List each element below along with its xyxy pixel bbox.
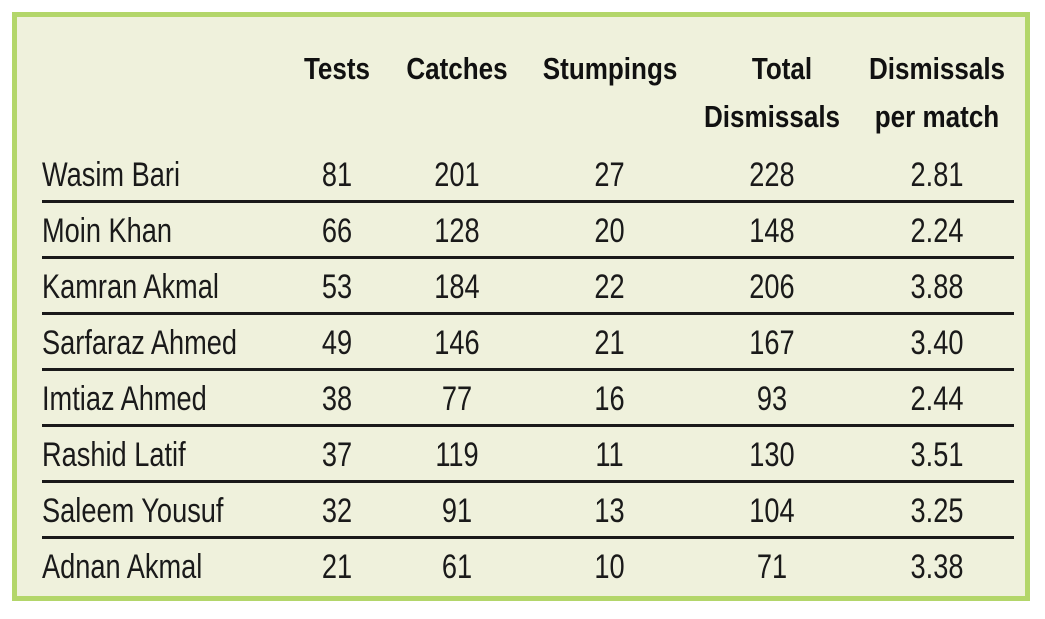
player-name: Kamran Akmal (42, 268, 219, 306)
catches-cell: 128 (434, 212, 480, 250)
tests-cell: 81 (321, 156, 353, 194)
player-name: Saleem Yousuf (42, 492, 224, 530)
stumpings-cell: 13 (594, 492, 625, 530)
tests-cell: 66 (321, 212, 353, 250)
total-dismissals-cell: 130 (749, 436, 795, 474)
stumpings-cell: 11 (595, 436, 624, 474)
player-name: Adnan Akmal (42, 548, 203, 586)
tests-cell: 49 (321, 324, 353, 362)
dismissals-per-match-cell: 2.44 (910, 380, 964, 418)
tests-cell: 32 (321, 492, 353, 530)
tests-cell: 53 (321, 268, 353, 306)
catches-cell: 146 (434, 324, 480, 362)
header-tests: Tests (303, 51, 371, 86)
header-catches: Catches (406, 51, 508, 86)
catches-cell: 61 (441, 548, 473, 586)
catches-cell: 201 (434, 156, 480, 194)
catches-cell: 91 (441, 492, 473, 530)
header-dpm-line1: Dismissals (868, 51, 1006, 86)
dismissals-per-match-cell: 3.38 (910, 548, 964, 586)
table-header: Tests Catches Stumpings Total Dismissals… (42, 45, 1014, 147)
stumpings-cell: 21 (594, 324, 625, 362)
player-name: Wasim Bari (42, 156, 181, 194)
stumpings-cell: 16 (594, 380, 625, 418)
total-dismissals-cell: 104 (749, 492, 795, 530)
table-row: Sarfaraz Ahmed 49 146 21 167 3.40 (42, 312, 1014, 368)
dismissals-table: Tests Catches Stumpings Total Dismissals… (42, 45, 1014, 592)
header-dpm-line2: per match (874, 99, 1000, 134)
tests-cell: 38 (321, 380, 353, 418)
catches-cell: 184 (434, 268, 480, 306)
player-name: Sarfaraz Ahmed (42, 324, 238, 362)
header-stumpings: Stumpings (542, 51, 678, 86)
dismissals-per-match-cell: 3.25 (910, 492, 964, 530)
stumpings-cell: 10 (594, 548, 625, 586)
dismissals-per-match-cell: 2.81 (910, 156, 964, 194)
dismissals-per-match-cell: 3.40 (910, 324, 964, 362)
table-body: Wasim Bari 81 201 27 228 2.81 Moin Khan 66 128 20… (42, 147, 1014, 592)
table-row: Imtiaz Ahmed 38 77 16 93 2.44 (42, 368, 1014, 424)
table-row: Saleem Yousuf 32 91 13 104 3.25 (42, 480, 1014, 536)
header-total-line1: Total (751, 51, 813, 86)
stumpings-cell: 20 (594, 212, 625, 250)
table-row: Kamran Akmal 53 184 22 206 3.88 (42, 256, 1014, 312)
player-name: Rashid Latif (42, 436, 186, 474)
player-name: Imtiaz Ahmed (42, 380, 207, 418)
catches-cell: 77 (441, 380, 473, 418)
dismissals-per-match-cell: 2.24 (910, 212, 964, 250)
total-dismissals-cell: 148 (749, 212, 795, 250)
stumpings-cell: 27 (594, 156, 625, 194)
table-row: Wasim Bari 81 201 27 228 2.81 (42, 147, 1014, 200)
stumpings-cell: 22 (594, 268, 625, 306)
total-dismissals-cell: 228 (749, 156, 795, 194)
table-row: Moin Khan 66 128 20 148 2.24 (42, 200, 1014, 256)
tests-cell: 21 (321, 548, 353, 586)
total-dismissals-cell: 167 (749, 324, 795, 362)
total-dismissals-cell: 93 (756, 380, 788, 418)
header-total-line2: Dismissals (703, 99, 841, 134)
player-name: Moin Khan (42, 212, 173, 250)
total-dismissals-cell: 71 (756, 548, 788, 586)
total-dismissals-cell: 206 (749, 268, 795, 306)
dismissals-per-match-cell: 3.88 (910, 268, 964, 306)
table-frame: Tests Catches Stumpings Total Dismissals… (12, 12, 1030, 601)
tests-cell: 37 (321, 436, 353, 474)
table-row: Adnan Akmal 21 61 10 71 3.38 (42, 536, 1014, 592)
table-row: Rashid Latif 37 119 11 130 3.51 (42, 424, 1014, 480)
dismissals-per-match-cell: 3.51 (910, 436, 964, 474)
catches-cell: 119 (435, 436, 479, 474)
